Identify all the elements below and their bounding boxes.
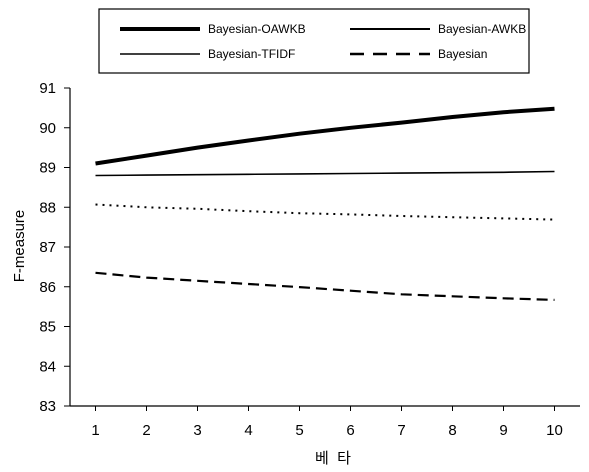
x-tick-label: 7 bbox=[397, 422, 405, 439]
y-tick-label: 84 bbox=[39, 358, 56, 375]
x-tick-label: 4 bbox=[244, 422, 252, 439]
x-axis-title: 베 타 bbox=[315, 450, 351, 467]
y-axis-title: F-measure bbox=[11, 210, 28, 283]
series-line-bayesian-oawkb bbox=[95, 106, 555, 166]
legend-label-bayesian-oawkb: Bayesian-OAWKB bbox=[208, 22, 306, 36]
legend-label-bayesian-tfidf: Bayesian-TFIDF bbox=[208, 47, 295, 61]
y-tick-label: 87 bbox=[39, 239, 56, 256]
legend-box bbox=[98, 8, 530, 74]
series-line-bayesian bbox=[95, 271, 555, 301]
y-tick-label: 88 bbox=[39, 199, 56, 216]
plot-lines bbox=[95, 106, 555, 301]
x-tick-label: 9 bbox=[499, 422, 507, 439]
x-tick-label: 10 bbox=[546, 422, 563, 439]
x-tick-label: 5 bbox=[295, 422, 303, 439]
legend: Bayesian-OAWKB Bayesian-AWKB Bayesian-TFID… bbox=[98, 8, 530, 74]
x-tick-label: 1 bbox=[91, 422, 99, 439]
x-tick-label: 6 bbox=[346, 422, 354, 439]
x-tick-label: 2 bbox=[142, 422, 150, 439]
x-tick-label: 8 bbox=[448, 422, 456, 439]
y-tick-label: 89 bbox=[39, 160, 56, 177]
legend-label-bayesian-awkb: Bayesian-AWKB bbox=[438, 22, 526, 36]
series-line-bayesian-awkb bbox=[95, 203, 555, 221]
y-tick-label: 85 bbox=[39, 319, 56, 336]
y-tick-label: 83 bbox=[39, 398, 56, 415]
y-tick-label: 86 bbox=[39, 279, 56, 296]
series-line-bayesian-tfidf bbox=[95, 170, 555, 177]
legend-label-bayesian: Bayesian bbox=[438, 47, 487, 61]
y-tick-label: 90 bbox=[39, 120, 56, 137]
y-tick-label: 91 bbox=[39, 80, 56, 97]
x-tick-label: 3 bbox=[193, 422, 201, 439]
